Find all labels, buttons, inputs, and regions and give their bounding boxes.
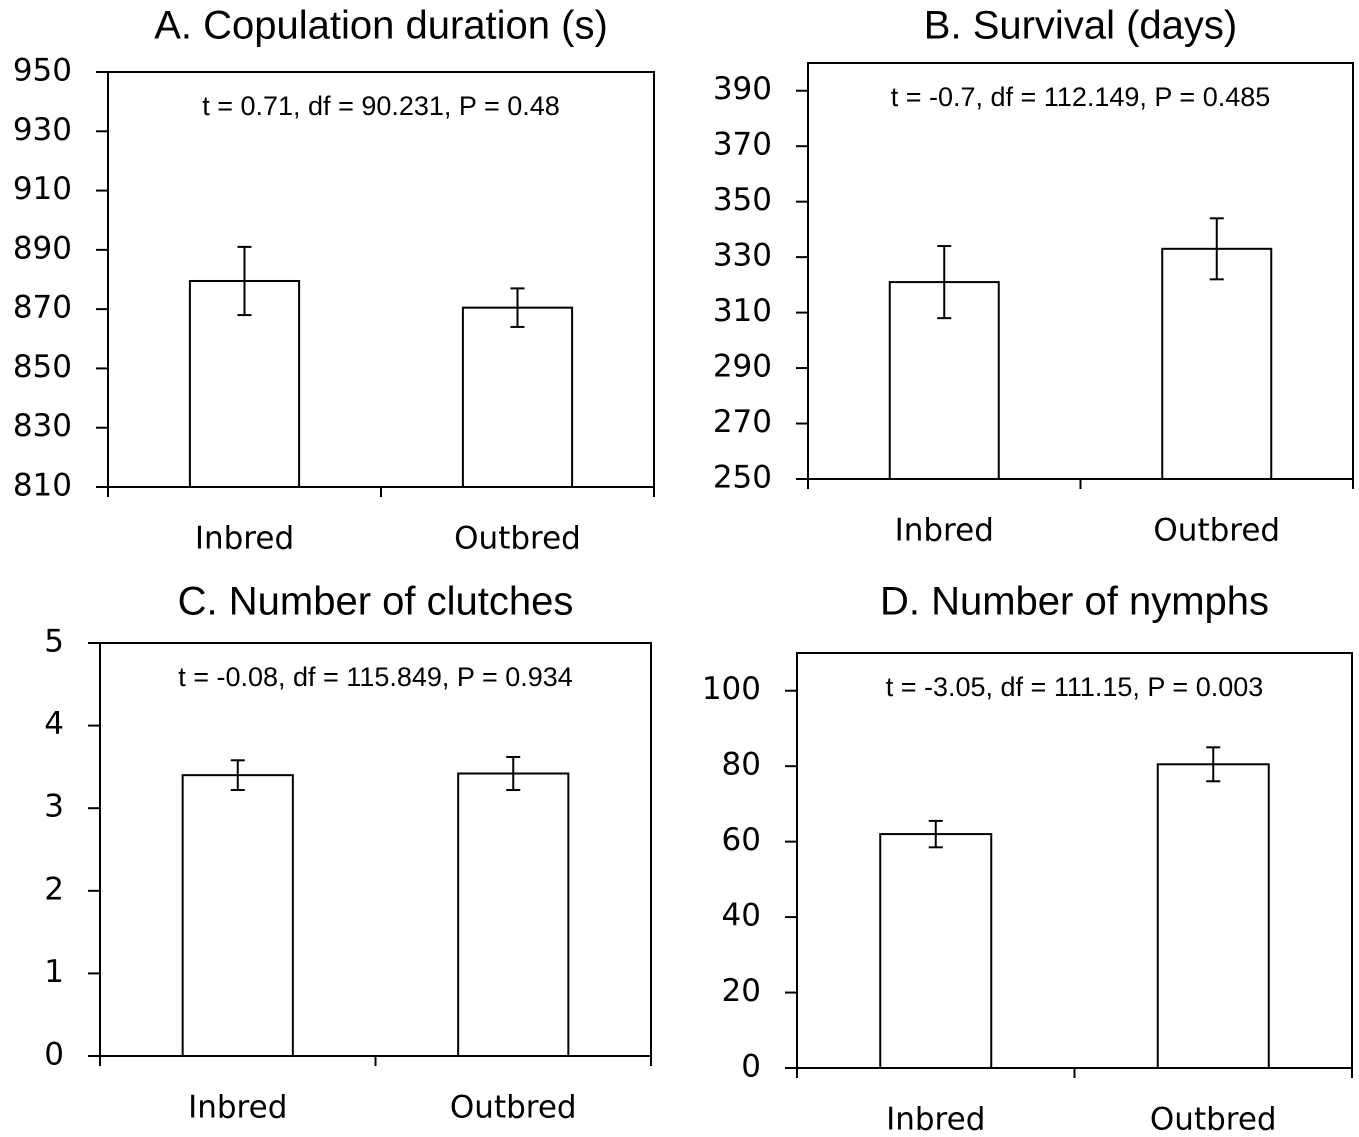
bar [457, 772, 570, 1057]
y-tick-label: 910 [13, 171, 72, 207]
y-tick-label: 290 [713, 349, 772, 385]
y-tick-label: 5 [44, 624, 64, 660]
annotation: t = 0.71, df = 90.231, P = 0.48 [202, 91, 560, 121]
y-tick-label: 850 [13, 349, 72, 385]
y-tick-label: 250 [713, 460, 772, 496]
x-tick-label: Inbred [188, 1090, 287, 1126]
y-tick-label: 390 [713, 71, 772, 107]
x-tick-label: Outbred [1150, 1102, 1277, 1137]
y-tick-label: 100 [702, 671, 761, 707]
annotation: t = -0.7, df = 112.149, P = 0.485 [891, 82, 1271, 112]
x-tick-label: Outbred [450, 1090, 577, 1126]
y-tick-label: 80 [722, 747, 761, 783]
chart-title: C. Number of clutches [178, 580, 574, 624]
y-tick-label: 870 [13, 290, 72, 326]
y-tick-label: 350 [713, 182, 772, 218]
bar [461, 306, 574, 488]
y-tick-label: 890 [13, 230, 72, 266]
y-tick-label: 40 [722, 898, 761, 934]
y-tick-label: 1 [44, 954, 64, 990]
chart-title: A. Copulation duration (s) [154, 4, 608, 48]
chart-title: D. Number of nymphs [880, 580, 1269, 624]
y-tick-label: 60 [722, 822, 761, 858]
y-tick-label: 270 [713, 404, 772, 440]
y-tick-label: 810 [13, 468, 72, 504]
x-tick-label: Outbred [454, 521, 581, 557]
bar [1161, 247, 1273, 480]
y-tick-label: 20 [722, 973, 761, 1009]
annotation: t = -3.05, df = 111.15, P = 0.003 [886, 672, 1264, 702]
y-tick-label: 830 [13, 408, 72, 444]
y-tick-label: 930 [13, 112, 72, 148]
y-tick-label: 370 [713, 127, 772, 163]
x-tick-label: Inbred [895, 513, 994, 549]
y-tick-label: 3 [44, 789, 64, 825]
bar [1156, 763, 1270, 1070]
x-tick-label: Inbred [886, 1102, 985, 1137]
y-tick-label: 0 [44, 1037, 64, 1073]
y-tick-label: 330 [713, 238, 772, 274]
bar [181, 774, 294, 1057]
y-tick-label: 0 [741, 1049, 761, 1085]
annotation: t = -0.08, df = 115.849, P = 0.934 [178, 662, 573, 692]
chart-title: B. Survival (days) [924, 4, 1237, 48]
bar [879, 833, 993, 1069]
y-tick-label: 950 [13, 53, 72, 89]
x-tick-label: Outbred [1153, 513, 1280, 549]
x-tick-label: Inbred [195, 521, 294, 557]
y-tick-label: 2 [44, 871, 64, 907]
y-tick-label: 310 [713, 293, 772, 329]
y-tick-label: 4 [44, 706, 64, 742]
